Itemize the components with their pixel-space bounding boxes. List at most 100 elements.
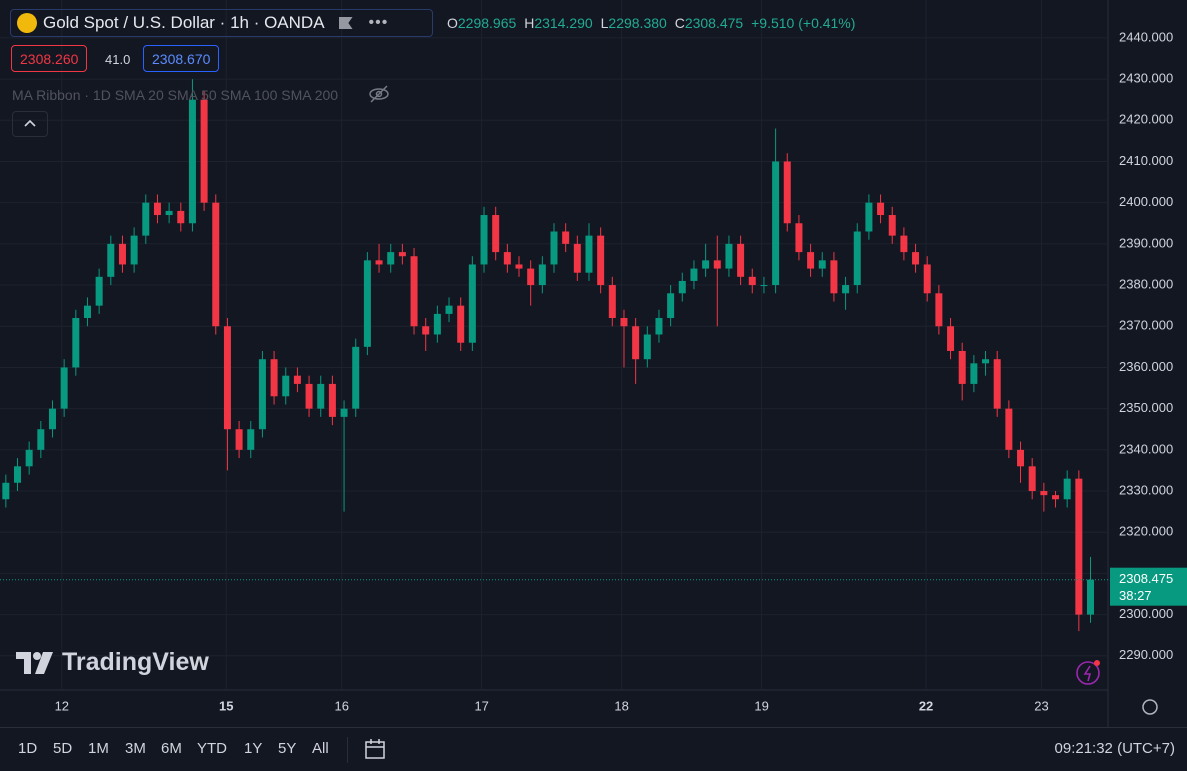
candle-body xyxy=(95,276,103,306)
candle-body xyxy=(188,99,196,224)
candle-body xyxy=(118,243,126,265)
candle-body xyxy=(818,260,826,269)
time-tick-label: 12 xyxy=(55,698,69,713)
time-tick-label: 18 xyxy=(614,698,628,713)
indicator-label[interactable]: MA Ribbon · 1D SMA 20 SMA 50 SMA 100 SMA… xyxy=(12,87,339,103)
collapse-button[interactable] xyxy=(12,111,48,137)
ohlc-value: 2314.290 xyxy=(534,15,593,31)
candle-body xyxy=(947,326,955,351)
time-tick-label: 23 xyxy=(1034,698,1048,713)
price-tick-label: 2330.000 xyxy=(1119,482,1173,497)
watermark-logo xyxy=(16,651,53,674)
price-tick-label: 2360.000 xyxy=(1119,359,1173,374)
time-tick-label: 15 xyxy=(219,698,233,713)
price-tick-label: 2420.000 xyxy=(1119,112,1173,127)
candle-body xyxy=(912,252,920,265)
price-tick-label: 2350.000 xyxy=(1119,400,1173,415)
range-button[interactable]: 5Y xyxy=(278,740,297,757)
candle-body xyxy=(363,260,371,347)
range-button[interactable]: 5D xyxy=(53,740,73,757)
ohlc-readout: O2298.965 H2314.290 L2298.380 C2308.475 … xyxy=(447,15,859,31)
range-button[interactable]: YTD xyxy=(197,740,227,757)
symbol-header[interactable]: Gold Spot / U.S. Dollar · 1h · OANDA ••• xyxy=(10,9,433,37)
range-button[interactable]: 6M xyxy=(161,740,182,757)
candle-body xyxy=(48,408,56,430)
candle-body xyxy=(177,210,185,224)
candle-body xyxy=(573,243,581,273)
flag-icon[interactable] xyxy=(338,17,353,29)
candle-body xyxy=(1040,491,1048,496)
price-tick-label: 2430.000 xyxy=(1119,71,1173,86)
candle-body xyxy=(398,252,406,257)
candle-body xyxy=(515,264,523,269)
hide-indicator-icon[interactable] xyxy=(368,84,390,104)
candle-body xyxy=(72,318,80,368)
sell-button[interactable]: 2308.260 xyxy=(11,45,88,72)
candle-body xyxy=(982,359,990,364)
price-tick-label: 2390.000 xyxy=(1119,235,1173,250)
clock[interactable]: 09:21:32 (UTC+7) xyxy=(1054,740,1175,757)
time-tick-label: 17 xyxy=(474,698,488,713)
candle-body xyxy=(702,260,710,269)
candle-body xyxy=(807,252,815,269)
ohlc-key: O xyxy=(447,15,458,31)
candle-body xyxy=(725,243,733,269)
range-button[interactable]: 1D xyxy=(18,740,38,757)
candle-body xyxy=(352,346,360,409)
price-tick-label: 2290.000 xyxy=(1119,647,1173,662)
settings-icon[interactable] xyxy=(1142,699,1158,715)
candle-body xyxy=(853,231,861,286)
candle-body xyxy=(608,285,616,319)
candle-body xyxy=(83,305,91,319)
candle-body xyxy=(678,280,686,294)
price-tick-label: 2400.000 xyxy=(1119,194,1173,209)
candle-body xyxy=(935,293,943,327)
symbol-logo xyxy=(17,13,37,33)
date-range-icon[interactable] xyxy=(364,738,388,760)
candle-body xyxy=(153,202,161,216)
price-change: +9.510 (+0.41%) xyxy=(751,15,856,31)
price-tick-label: 2440.000 xyxy=(1119,29,1173,44)
alert-icon[interactable] xyxy=(1076,661,1100,685)
candle-body xyxy=(1052,495,1060,500)
candle-body xyxy=(387,252,395,265)
watermark-text: TradingView xyxy=(62,648,209,676)
candle-body xyxy=(888,215,896,236)
candle-body xyxy=(422,326,430,335)
candle-body xyxy=(247,429,255,450)
candle-body xyxy=(282,375,290,397)
range-button[interactable]: 1M xyxy=(88,740,109,757)
price-tick-label: 2370.000 xyxy=(1119,318,1173,333)
candle-body xyxy=(340,408,348,417)
candle-body xyxy=(1075,478,1083,615)
spread: 41.0 xyxy=(105,52,131,67)
range-button[interactable]: 1Y xyxy=(244,740,263,757)
axes: 2290.0002300.0002310.0002320.0002330.000… xyxy=(55,29,1187,713)
more-icon[interactable]: ••• xyxy=(368,14,389,31)
ohlc-key: H xyxy=(524,15,535,31)
symbol-title: Gold Spot / U.S. Dollar · 1h · OANDA xyxy=(43,13,325,32)
candles xyxy=(0,79,1108,632)
candle-body xyxy=(1028,466,1036,492)
candle-body xyxy=(842,285,850,294)
alert-dot xyxy=(1094,660,1100,666)
time-tick-label: 22 xyxy=(919,698,933,713)
candle-body xyxy=(597,235,605,286)
candle-body xyxy=(760,285,768,287)
range-button[interactable]: All xyxy=(312,740,329,757)
candle-body xyxy=(212,202,220,327)
candle-body xyxy=(200,99,208,203)
candle-body xyxy=(258,359,266,430)
candle-body xyxy=(667,293,675,319)
candle-body xyxy=(142,202,150,236)
ohlc-key: L xyxy=(600,15,609,31)
candle-body xyxy=(445,305,453,314)
countdown-label: 38:27 xyxy=(1119,588,1152,603)
range-button[interactable]: 3M xyxy=(125,740,146,757)
separator xyxy=(347,737,348,763)
buy-button[interactable]: 2308.670 xyxy=(143,45,220,72)
price-tick-label: 2410.000 xyxy=(1119,153,1173,168)
candle-body xyxy=(13,466,21,483)
candle-body xyxy=(538,264,546,286)
candle-body xyxy=(410,256,418,327)
